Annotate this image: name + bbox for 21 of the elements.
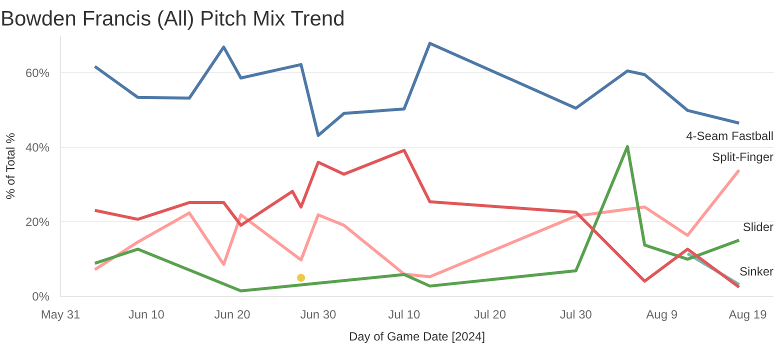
y-tick-label: 0% xyxy=(32,290,50,304)
y-tick-label: 60% xyxy=(25,66,50,80)
x-tick-label: Jul 30 xyxy=(560,308,592,322)
series-label: Slider xyxy=(742,220,774,234)
chart-title: Bowden Francis (All) Pitch Mix Trend xyxy=(0,8,345,30)
series-label: Sinker xyxy=(739,264,774,279)
x-tick-label: May 31 xyxy=(40,308,80,322)
x-tick-label: Jun 20 xyxy=(214,308,251,322)
x-tick-label: Jul 10 xyxy=(388,308,420,322)
x-tick-label: Aug 19 xyxy=(728,308,768,322)
series-label: 4-Seam Fastball xyxy=(686,129,774,144)
x-tick-label: Jul 20 xyxy=(474,308,506,322)
series-label: Split-Finger xyxy=(712,150,774,164)
y-tick-label: 40% xyxy=(25,140,50,154)
x-tick-label: Aug 9 xyxy=(646,308,678,322)
x-tick-label: Jun 30 xyxy=(300,308,337,322)
y-axis-title: % of Total % xyxy=(3,132,18,200)
y-tick-label: 20% xyxy=(25,214,50,229)
x-axis-title: Day of Game Date [2024] xyxy=(348,330,486,344)
x-tick-label: Jun 10 xyxy=(128,308,165,322)
line-series xyxy=(93,168,741,278)
